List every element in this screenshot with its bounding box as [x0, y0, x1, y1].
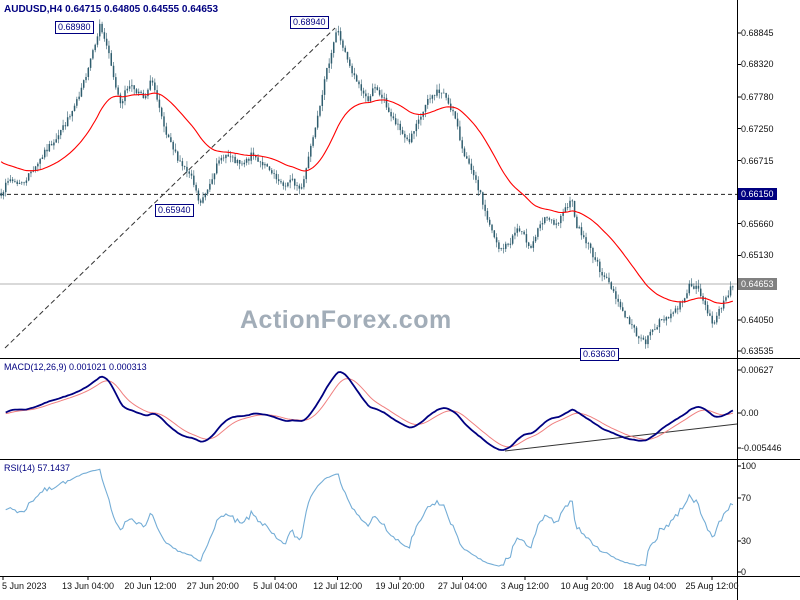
macd-indicator-label: MACD(12,26,9) 0.001021 0.000313: [4, 362, 147, 372]
price-axis-tick-label: 0.63535: [741, 346, 774, 356]
price-axis-tick-label: 0.65130: [741, 250, 774, 261]
ema-line: [0, 92, 734, 304]
macd-axis-tick-label: 0.00: [741, 408, 759, 418]
rsi-axis-tick-label: 0: [741, 567, 747, 577]
rsi-indicator-label: RSI(14) 57.1437: [4, 463, 71, 473]
time-axis-tick-label: 19 Jul 20:00: [375, 581, 425, 591]
time-axis-tick-label: 27 Jun 20:00: [186, 581, 239, 591]
candle-wicks: [0, 19, 734, 349]
rsi-axis-tick-label: 30: [741, 536, 752, 546]
macd-axis-tick-label: 0.00627: [741, 365, 774, 375]
rsi-axis-tick-label: 100: [741, 461, 757, 471]
price-annotation: 0.63630: [580, 348, 619, 361]
time-axis-tick-label: 5 Jun 2023: [2, 581, 47, 591]
rsi-panel[interactable]: [5, 468, 734, 567]
time-axis-tick-label: 25 Aug 12:00: [685, 581, 739, 591]
rsi-axis-tick-label: 70: [741, 493, 752, 503]
time-axis-tick-label: 18 Aug 04:00: [623, 581, 677, 591]
time-axis-tick-label: 27 Jul 04:00: [437, 581, 487, 591]
price-level-tag: 0.64653: [738, 278, 777, 291]
macd-axis-tick-label: -0.005446: [741, 443, 782, 453]
candle-bodies: [0, 23, 734, 345]
watermark: ActionForex.com: [240, 306, 452, 334]
time-axis-tick-label: 20 Jun 12:00: [124, 581, 177, 591]
price-level-tag: 0.66150: [738, 188, 777, 201]
time-axis-tick-label: 12 Jul 12:00: [313, 581, 363, 591]
symbol-ohlc-label: AUDUSD,H4 0.64715 0.64805 0.64555 0.6465…: [4, 4, 219, 15]
price-annotation: 0.65940: [155, 204, 194, 217]
macd-panel[interactable]: [5, 371, 737, 452]
price-axis-tick-label: 0.68845: [741, 28, 774, 38]
price-axis-tick-label: 0.66715: [741, 155, 774, 166]
time-axis-tick-label: 10 Aug 20:00: [560, 581, 614, 591]
time-axis-tick-label: 5 Jul 04:00: [253, 581, 298, 591]
rsi-line: [5, 468, 734, 567]
price-annotation: 0.68980: [55, 21, 94, 34]
time-axis-tick-label: 13 Jun 04:00: [61, 581, 115, 591]
price-axis-tick-label: 0.67780: [741, 91, 774, 102]
price-panel[interactable]: [0, 19, 737, 349]
macd-signal-line: [5, 378, 734, 448]
price-axis-tick-label: 0.65660: [741, 218, 774, 229]
macd-main-line: [5, 371, 734, 451]
price-annotation: 0.68940: [290, 16, 329, 29]
price-axis-tick-label: 0.67250: [741, 123, 774, 134]
time-axis-tick-label: 3 Aug 12:00: [500, 581, 549, 591]
price-axis-tick-label: 0.68320: [741, 59, 774, 70]
price-axis-tick-label: 0.64050: [741, 315, 774, 326]
